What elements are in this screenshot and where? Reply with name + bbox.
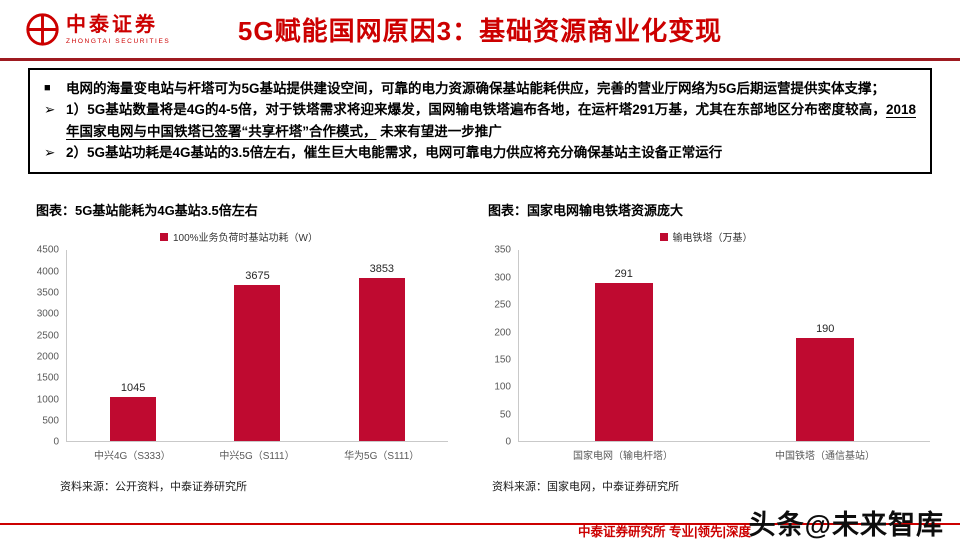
x-axis-labels: 中兴4G（S333） 中兴5G（S111） 华为5G（S111） <box>66 442 448 462</box>
legend-swatch-icon <box>159 232 168 241</box>
chart-legend: 输电铁塔（万基） <box>482 229 930 244</box>
footer-text: 中泰证券研究所 专业|领先|深度 <box>578 525 751 539</box>
bar-value-label: 291 <box>614 267 633 280</box>
summary-bullet-1: ■ 电网的海量变电站与杆塔可为5G基站提供建设空间，可靠的电力资源确保基站能耗供… <box>40 78 916 99</box>
y-tick-label: 2500 <box>36 330 59 342</box>
bullet-2-post: 未来有望进一步推广 <box>376 123 502 139</box>
y-tick-label: 250 <box>494 299 511 311</box>
bar-value-label: 3853 <box>369 262 395 275</box>
x-axis-label: 华为5G（S111） <box>344 451 420 463</box>
bullet-2-pre: 1）5G基站数量将是4G的4-5倍，对于铁塔需求将迎来爆发，国网输电铁塔遍布各地… <box>66 102 886 118</box>
x-axis-labels: 国家电网（输电杆塔） 中国铁塔（通信基站） <box>518 442 930 462</box>
bar <box>110 396 157 442</box>
bar-slot: 3853 <box>320 250 444 442</box>
y-axis: 0 50 100 150 200 250 300 350 <box>482 245 518 448</box>
logo-name-cn: 中泰证券 <box>66 13 158 36</box>
y-tick-label: 4000 <box>36 266 59 278</box>
x-axis-label: 中兴4G（S333） <box>93 451 171 463</box>
bullet-2-underlined: 2018年国家电网与中国铁塔已签署“共享杆塔”合作模式， <box>66 102 916 139</box>
x-axis-label: 国家电网（输电杆塔） <box>573 451 673 463</box>
summary-bullet-3-text: 2）5G基站功耗是4G基站的3.5倍左右，催生巨大电能需求，电网可靠电力供应将充… <box>66 144 723 160</box>
chart-source: 资料来源：国家电网，中泰证券研究所 <box>492 481 679 494</box>
chart-transmission-towers: 图表：国家电网输电铁塔资源庞大 输电铁塔（万基） 0 50 100 150 200 250… <box>482 200 930 494</box>
logo-text: 中泰证券 ZHONGTAI SECURITIES <box>66 14 170 45</box>
arrow-bullet-icon: ➢ <box>44 102 56 118</box>
y-tick-label: 100 <box>494 381 511 393</box>
bar <box>796 337 855 442</box>
y-tick-label: 4500 <box>36 244 59 256</box>
y-tick-label: 500 <box>42 415 59 427</box>
y-tick-label: 0 <box>53 436 59 448</box>
bar-value-label: 1045 <box>120 381 146 394</box>
zhongtai-logo-icon <box>26 12 59 46</box>
summary-bullet-2: ➢ 1）5G基站数量将是4G的4-5倍，对于铁塔需求将迎来爆发，国网输电铁塔遍布… <box>40 99 916 142</box>
summary-box: ■ 电网的海量变电站与杆塔可为5G基站提供建设空间，可靠的电力资源确保基站能耗供… <box>28 68 932 175</box>
x-axis-label: 中兴5G（S111） <box>219 451 295 463</box>
watermark: 头条@未来智库 <box>748 510 944 540</box>
header: 中泰证券 ZHONGTAI SECURITIES 5G赋能国网原因3：基础资源商… <box>0 0 960 58</box>
footer-rule <box>0 523 960 525</box>
y-tick-label: 0 <box>505 436 511 448</box>
bar <box>594 282 653 442</box>
summary-bullet-2-text: 1）5G基站数量将是4G的4-5倍，对于铁塔需求将迎来爆发，国网输电铁塔遍布各地… <box>66 99 916 142</box>
y-tick-label: 200 <box>494 327 511 339</box>
y-tick-label: 300 <box>494 272 511 284</box>
y-axis: 0 500 1000 1500 2000 2500 3000 3500 4000 4500 <box>30 245 66 448</box>
charts-section: 图表：5G基站能耗为4G基站3.5倍左右 100%业务负荷时基站功耗（W） 0 5… <box>0 200 960 494</box>
legend-swatch-icon <box>659 232 668 241</box>
summary-bullet-1-text: 电网的海量变电站与杆塔可为5G基站提供建设空间，可靠的电力资源确保基站能耗供应，… <box>66 81 886 96</box>
plot-area: 291 190 <box>518 250 930 443</box>
chart-title: 图表：5G基站能耗为4G基站3.5倍左右 <box>36 203 258 219</box>
bar <box>234 285 281 442</box>
y-tick-label: 3500 <box>36 287 59 299</box>
zhongtai-logo: 中泰证券 ZHONGTAI SECURITIES <box>26 12 216 46</box>
y-tick-label: 1500 <box>36 372 59 384</box>
bar-plot: 0 50 100 150 200 250 300 350 291 190 <box>482 245 930 448</box>
legend-label: 输电铁塔（万基） <box>672 233 753 245</box>
arrow-bullet-icon: ➢ <box>44 144 56 160</box>
bar-plot: 0 500 1000 1500 2000 2500 3000 3500 4000 4500 104… <box>30 245 448 448</box>
logo-name-en: ZHONGTAI SECURITIES <box>66 37 171 45</box>
chart-legend: 100%业务负荷时基站功耗（W） <box>30 229 448 244</box>
header-rule <box>0 58 960 61</box>
y-tick-label: 2000 <box>36 351 59 363</box>
x-axis-label: 中国铁塔（通信基站） <box>775 451 875 463</box>
bar-slot: 190 <box>725 250 927 442</box>
y-tick-label: 350 <box>494 244 511 256</box>
plot-area: 1045 3675 3853 <box>66 250 448 443</box>
chart-base-station-power: 图表：5G基站能耗为4G基站3.5倍左右 100%业务负荷时基站功耗（W） 0 5… <box>30 200 448 494</box>
y-tick-label: 150 <box>494 354 511 366</box>
page-title: 5G赋能国网原因3：基础资源商业化变现 <box>237 15 723 46</box>
bar-slot: 291 <box>523 250 725 442</box>
bar-slot: 1045 <box>71 250 195 442</box>
bar <box>358 277 405 442</box>
y-tick-label: 1000 <box>36 394 59 406</box>
y-tick-label: 50 <box>499 409 511 421</box>
bar-slot: 3675 <box>195 250 319 442</box>
bar-value-label: 3675 <box>245 270 270 283</box>
chart-source: 资料来源：公开资料，中泰证券研究所 <box>60 481 247 494</box>
legend-label: 100%业务负荷时基站功耗（W） <box>172 233 318 245</box>
y-tick-label: 3000 <box>36 308 59 320</box>
chart-title: 图表：国家电网输电铁塔资源庞大 <box>488 203 684 219</box>
square-bullet-icon: ■ <box>44 82 51 94</box>
bar-value-label: 190 <box>816 322 835 335</box>
summary-bullet-3: ➢ 2）5G基站功耗是4G基站的3.5倍左右，催生巨大电能需求，电网可靠电力供应… <box>40 142 916 163</box>
